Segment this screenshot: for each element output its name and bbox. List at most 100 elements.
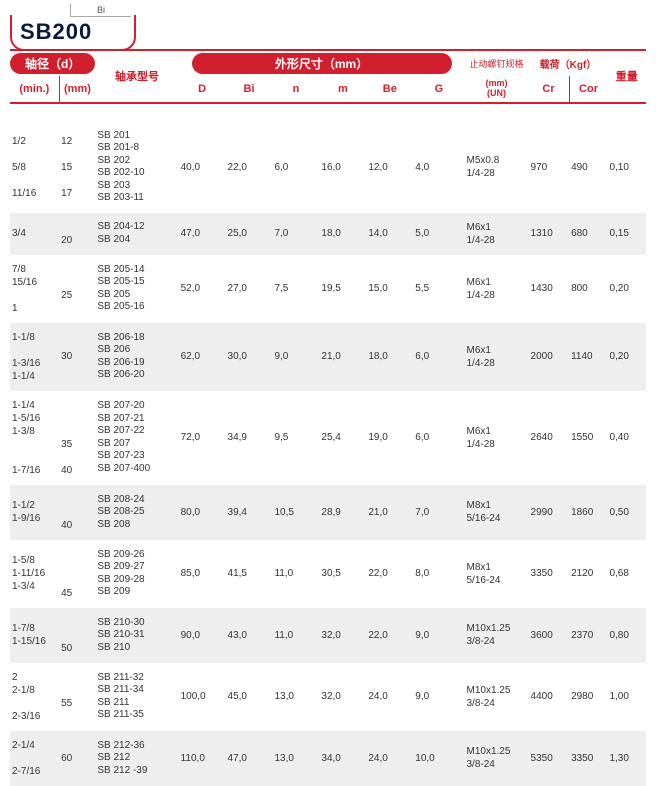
table-cell: 41,5 [226, 540, 273, 608]
table-cell: M5x0.8 1/4-28 [465, 122, 529, 213]
table-cell: 11,0 [272, 608, 319, 663]
table-cell: 32,0 [319, 608, 366, 663]
table-cell: 40 [59, 485, 95, 540]
hdr-Be: Be [366, 76, 413, 103]
table-cell: M8x1 5/16-24 [465, 485, 529, 540]
table-cell: 1,00 [607, 663, 646, 731]
hdr-mm: (mm) [59, 76, 95, 103]
table-cell: 5,5 [413, 255, 464, 323]
table-row: 2 2-1/8 2-3/16 55SB 211-32 SB 211-34 SB … [10, 663, 646, 731]
table-cell: 0,15 [607, 213, 646, 255]
table-row: 1/2 5/8 11/1612 15 17SB 201 SB 201-8 SB … [10, 122, 646, 213]
table-cell: 2370 [569, 608, 607, 663]
table-cell: 55 [59, 663, 95, 731]
table-cell: 32,0 [319, 663, 366, 731]
table-cell: 3350 [569, 731, 607, 786]
table-cell: 1-1/2 1-9/16 [10, 485, 59, 540]
table-cell: 19,5 [319, 255, 366, 323]
table-cell: 0,20 [607, 255, 646, 323]
table-cell: 970 [529, 122, 570, 213]
table-cell: M10x1.25 3/8-24 [465, 731, 529, 786]
table-cell: 90,0 [179, 608, 226, 663]
table-cell: M10x1.25 3/8-24 [465, 663, 529, 731]
table-cell: 4400 [529, 663, 570, 731]
table-cell: SB 204-12 SB 204 [95, 213, 178, 255]
table-cell: 30,0 [226, 323, 273, 391]
table-cell: 9,0 [413, 663, 464, 731]
table-cell: 25,4 [319, 391, 366, 485]
table-row: 3/4 20SB 204-12 SB 20447,025,07,018,014,… [10, 213, 646, 255]
table-row: 7/8 15/16 1 25SB 205-14 SB 205-15 SB 205… [10, 255, 646, 323]
table-cell: 25 [59, 255, 95, 323]
table-cell: 13,0 [272, 663, 319, 731]
table-cell: 34,9 [226, 391, 273, 485]
hdr-Cr: Cr [529, 76, 570, 103]
table-cell: 15,0 [366, 255, 413, 323]
table-cell: 9,0 [272, 323, 319, 391]
table-cell: 47,0 [179, 213, 226, 255]
table-cell: 4,0 [413, 122, 464, 213]
table-cell: 14,0 [366, 213, 413, 255]
table-cell: 10,5 [272, 485, 319, 540]
table-cell: 1310 [529, 213, 570, 255]
table-cell: 5350 [529, 731, 570, 786]
table-cell: 40,0 [179, 122, 226, 213]
table-cell: 24,0 [366, 663, 413, 731]
table-cell: 1-1/4 1-5/16 1-3/8 1-7/16 [10, 391, 59, 485]
table-row: 1-5/8 1-11/16 1-3/4 45SB 209-26 SB 209-2… [10, 540, 646, 608]
table-cell: M6x1 1/4-28 [465, 213, 529, 255]
hdr-shaft: 轴径（d） [10, 53, 95, 74]
table-cell: 1-1/8 1-3/16 1-1/4 [10, 323, 59, 391]
hdr-D: D [179, 76, 226, 103]
table-cell: 3/4 [10, 213, 59, 255]
table-cell: 0,20 [607, 323, 646, 391]
hdr-load: 载荷（Kgf） [529, 50, 608, 76]
hdr-dims: 外形尺寸（mm） [192, 53, 452, 74]
table-cell: 100,0 [179, 663, 226, 731]
table-row: 1-1/4 1-5/16 1-3/8 1-7/16 35 40SB 207-20… [10, 391, 646, 485]
table-cell: 22,0 [366, 608, 413, 663]
table-cell: 39,4 [226, 485, 273, 540]
table-cell: 8,0 [413, 540, 464, 608]
table-cell: 18,0 [366, 323, 413, 391]
table-cell: 6,0 [272, 122, 319, 213]
table-cell: 2640 [529, 391, 570, 485]
table-cell: SB 212-36 SB 212 SB 212 -39 [95, 731, 178, 786]
table-cell: SB 201 SB 201-8 SB 202 SB 202-10 SB 203 … [95, 122, 178, 213]
hdr-G: G [413, 76, 464, 103]
table-cell: 22,0 [366, 540, 413, 608]
table-row: 1-7/8 1-15/16 50SB 210-30 SB 210-31 SB 2… [10, 608, 646, 663]
table-cell: 30,5 [319, 540, 366, 608]
table-cell: 7/8 15/16 1 [10, 255, 59, 323]
table-cell: 1,30 [607, 731, 646, 786]
table-cell: 21,0 [319, 323, 366, 391]
table-cell: 27,0 [226, 255, 273, 323]
table-cell: 60 [59, 731, 95, 786]
hdr-Cor: Cor [569, 76, 607, 103]
header-table: 轴径（d） 轴承型号 外形尺寸（mm） 止动螺钉规格 载荷（Kgf） 重量 (m… [10, 49, 646, 104]
table-cell: 2980 [569, 663, 607, 731]
table-cell: 47,0 [226, 731, 273, 786]
table-cell: 5,0 [413, 213, 464, 255]
table-row: 1-1/8 1-3/16 1-1/430SB 206-18 SB 206 SB … [10, 323, 646, 391]
table-cell: 80,0 [179, 485, 226, 540]
table-cell: 0,10 [607, 122, 646, 213]
table-cell: 0,68 [607, 540, 646, 608]
table-cell: 800 [569, 255, 607, 323]
table-cell: 20 [59, 213, 95, 255]
table-cell: 45 [59, 540, 95, 608]
table-cell: 10,0 [413, 731, 464, 786]
table-cell: 1550 [569, 391, 607, 485]
table-cell: 35 40 [59, 391, 95, 485]
table-cell: 1-7/8 1-15/16 [10, 608, 59, 663]
table-cell: 1430 [529, 255, 570, 323]
table-cell: SB 209-26 SB 209-27 SB 209-28 SB 209 [95, 540, 178, 608]
table-cell: 3350 [529, 540, 570, 608]
table-cell: 22,0 [226, 122, 273, 213]
table-cell: M6x1 1/4-28 [465, 255, 529, 323]
table-cell: M6x1 1/4-28 [465, 323, 529, 391]
table-cell: 7,0 [413, 485, 464, 540]
table-cell: SB 210-30 SB 210-31 SB 210 [95, 608, 178, 663]
table-cell: 2 2-1/8 2-3/16 [10, 663, 59, 731]
hdr-thread: 止动螺钉规格 [465, 50, 529, 76]
